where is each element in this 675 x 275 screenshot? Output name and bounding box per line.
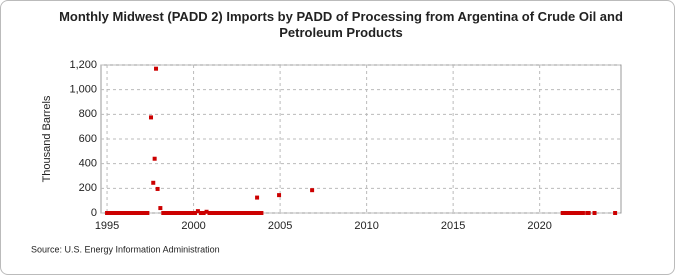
data-point bbox=[218, 211, 223, 215]
data-point bbox=[572, 211, 577, 215]
data-point bbox=[255, 195, 260, 200]
data-point bbox=[207, 211, 212, 215]
data-point bbox=[110, 211, 115, 215]
data-point bbox=[139, 211, 144, 215]
data-point bbox=[580, 211, 585, 215]
data-point bbox=[259, 211, 264, 215]
data-point bbox=[250, 211, 255, 215]
data-point bbox=[227, 211, 232, 215]
y-tick-label: 200 bbox=[79, 182, 97, 194]
data-point bbox=[239, 211, 244, 215]
data-point bbox=[244, 211, 249, 215]
data-point bbox=[184, 211, 189, 215]
data-point bbox=[233, 211, 238, 215]
data-point bbox=[187, 211, 192, 215]
data-point bbox=[167, 211, 172, 215]
x-tick-label: 2015 bbox=[441, 220, 465, 232]
data-point bbox=[586, 211, 591, 215]
x-tick-label: 2000 bbox=[181, 220, 205, 232]
data-point bbox=[253, 211, 258, 215]
y-tick-label: 1,200 bbox=[69, 59, 97, 71]
data-point bbox=[216, 211, 221, 215]
data-point bbox=[242, 211, 247, 215]
y-tick-label: 0 bbox=[91, 207, 97, 219]
data-point bbox=[145, 211, 150, 215]
data-point bbox=[192, 211, 197, 215]
data-point bbox=[204, 209, 209, 214]
data-point bbox=[154, 66, 159, 71]
data-point bbox=[613, 211, 618, 215]
data-point bbox=[277, 193, 282, 198]
data-point bbox=[560, 211, 565, 215]
data-point bbox=[247, 211, 252, 215]
data-point bbox=[190, 211, 195, 215]
data-point bbox=[105, 211, 110, 215]
x-tick-label: 2020 bbox=[527, 220, 551, 232]
chart-title: Monthly Midwest (PADD 2) Imports by PADD… bbox=[59, 9, 623, 40]
data-point bbox=[592, 211, 597, 215]
data-point bbox=[198, 211, 203, 215]
data-point bbox=[158, 206, 163, 211]
y-axis-label: Thousand Barrels bbox=[41, 95, 53, 182]
data-point bbox=[161, 211, 166, 215]
data-point bbox=[152, 156, 157, 161]
data-point bbox=[155, 186, 160, 191]
data-point bbox=[169, 211, 174, 215]
data-point bbox=[181, 211, 186, 215]
data-point bbox=[201, 211, 206, 215]
data-point bbox=[236, 211, 241, 215]
data-point bbox=[566, 211, 571, 215]
y-tick-label: 800 bbox=[79, 108, 97, 120]
data-point bbox=[256, 211, 261, 215]
data-point bbox=[195, 209, 200, 214]
data-point bbox=[164, 211, 169, 215]
data-point bbox=[210, 211, 215, 215]
data-point bbox=[142, 211, 147, 215]
data-point bbox=[230, 211, 235, 215]
data-point bbox=[569, 211, 574, 215]
y-tick-label: 1,000 bbox=[69, 84, 97, 96]
x-tick-label: 2005 bbox=[268, 220, 292, 232]
data-point bbox=[151, 180, 156, 185]
data-point bbox=[577, 211, 582, 215]
data-point bbox=[175, 211, 180, 215]
data-point bbox=[119, 211, 124, 215]
data-point bbox=[149, 115, 154, 120]
data-point bbox=[116, 211, 121, 215]
data-point bbox=[563, 211, 568, 215]
data-point bbox=[310, 188, 315, 193]
data-point bbox=[224, 211, 229, 215]
data-point bbox=[221, 211, 226, 215]
data-point bbox=[172, 211, 177, 215]
data-point bbox=[125, 211, 130, 215]
y-tick-label: 400 bbox=[79, 158, 97, 170]
data-point bbox=[136, 211, 141, 215]
data-point bbox=[131, 211, 136, 215]
data-point bbox=[133, 211, 138, 215]
data-point bbox=[113, 211, 118, 215]
data-point bbox=[122, 211, 127, 215]
y-tick-label: 600 bbox=[79, 133, 97, 145]
data-point bbox=[107, 211, 112, 215]
data-point bbox=[178, 211, 183, 215]
data-point bbox=[575, 211, 580, 215]
x-tick-label: 1995 bbox=[95, 220, 119, 232]
x-tick-label: 2010 bbox=[354, 220, 378, 232]
data-point bbox=[213, 211, 218, 215]
data-point bbox=[128, 211, 133, 215]
source-note: Source: U.S. Energy Information Administ… bbox=[31, 244, 220, 254]
